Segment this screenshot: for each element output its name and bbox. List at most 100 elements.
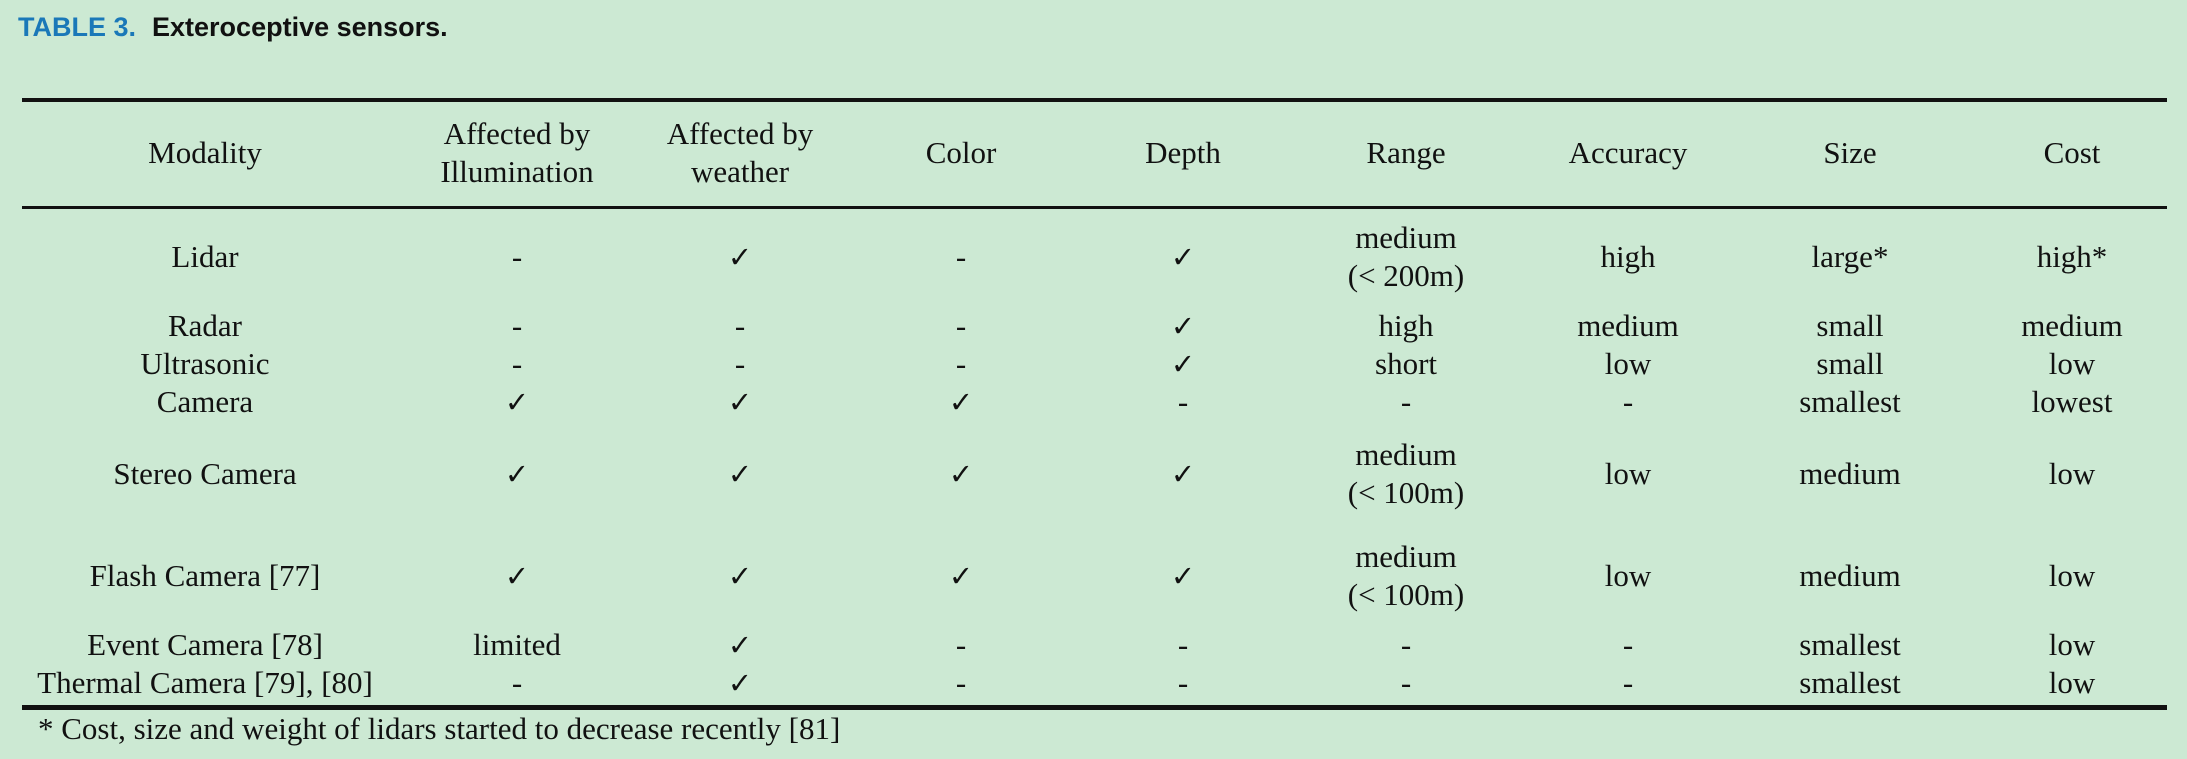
cell-range-line: (< 100m) [1347, 577, 1465, 612]
cell-illumination-line: ✓ [504, 457, 530, 491]
cell-range: medium (< 100m) [1348, 538, 1465, 614]
cell-color: - [956, 626, 966, 664]
cell-depth: ✓ [1171, 557, 1195, 595]
cell-color: - [956, 307, 966, 345]
cell-illumination-line: limited [473, 627, 561, 662]
cell-illumination: limited [473, 626, 561, 664]
cell-cost: low [2049, 626, 2096, 664]
cell-range-line: - [1400, 665, 1412, 700]
top-rule [22, 98, 2167, 102]
cell-depth: ✓ [1171, 238, 1195, 276]
header-weather-line: weather [690, 154, 790, 189]
cell-illumination: - [512, 345, 522, 383]
cell-range-line: medium [1355, 539, 1457, 574]
cell-cost: high* [2037, 238, 2108, 276]
cell-cost-line: lowest [2031, 384, 2113, 419]
cell-cost-line: high* [2036, 239, 2108, 274]
header-size: Size [1823, 134, 1876, 172]
cell-depth-line: ✓ [1170, 347, 1196, 381]
cell-modality: Event Camera [78] [87, 626, 323, 664]
cell-range-line: (< 200m) [1347, 258, 1465, 293]
cell-cost-line: low [2048, 665, 2096, 700]
header-depth-line: Depth [1145, 135, 1221, 170]
cell-weather-line: - [734, 308, 746, 343]
cell-range: - [1401, 664, 1411, 702]
cell-size: smallest [1799, 664, 1901, 702]
cell-modality: Thermal Camera [79], [80] [37, 664, 373, 702]
header-color-line: Color [925, 135, 997, 170]
bottom-rule [22, 705, 2167, 710]
cell-range-line: medium [1355, 437, 1457, 472]
table-footnote: * Cost, size and weight of lidars starte… [38, 711, 841, 746]
cell-weather: ✓ [728, 238, 752, 276]
cell-size-line: smallest [1799, 665, 1901, 700]
cell-size: smallest [1799, 626, 1901, 664]
cell-modality-line: Lidar [171, 239, 239, 274]
cell-size-line: small [1816, 308, 1884, 343]
cell-size-line: medium [1799, 456, 1901, 491]
cell-color: - [956, 664, 966, 702]
cell-modality-line: Radar [167, 308, 243, 343]
cell-illumination: ✓ [505, 557, 529, 595]
cell-depth-line: ✓ [1170, 559, 1196, 593]
cell-weather-line: ✓ [727, 385, 753, 419]
cell-depth: ✓ [1171, 345, 1195, 383]
cell-illumination-line: - [511, 308, 523, 343]
cell-range-line: medium [1355, 220, 1457, 255]
cell-cost: medium [2021, 307, 2123, 345]
cell-color: ✓ [949, 455, 973, 493]
header-depth: Depth [1145, 134, 1221, 172]
header-illumination: Affected by Illumination [440, 115, 593, 191]
cell-accuracy-line: - [1622, 384, 1634, 419]
cell-accuracy: high [1600, 238, 1655, 276]
cell-cost: low [2049, 345, 2096, 383]
cell-weather-line: ✓ [727, 240, 753, 274]
cell-color: - [956, 345, 966, 383]
cell-color-line: - [955, 308, 967, 343]
cell-size: medium [1799, 455, 1901, 493]
cell-size-line: small [1816, 346, 1884, 381]
cell-range-line: - [1400, 384, 1412, 419]
cell-color-line: ✓ [948, 385, 974, 419]
cell-weather: ✓ [728, 455, 752, 493]
cell-illumination: - [512, 664, 522, 702]
cell-weather: - [735, 345, 745, 383]
header-illumination-line: Illumination [440, 154, 594, 189]
header-color: Color [926, 134, 997, 172]
cell-accuracy: - [1623, 383, 1633, 421]
cell-accuracy-line: low [1604, 346, 1652, 381]
cell-accuracy: low [1605, 345, 1652, 383]
cell-modality: Flash Camera [77] [90, 557, 321, 595]
cell-size: small [1816, 307, 1883, 345]
cell-weather-line: ✓ [727, 559, 753, 593]
cell-cost-line: low [2048, 456, 2096, 491]
cell-weather: ✓ [728, 664, 752, 702]
cell-modality-line: Thermal Camera [79], [80] [37, 665, 373, 700]
cell-modality: Camera [157, 383, 253, 421]
header-cost: Cost [2044, 134, 2101, 172]
cell-cost: low [2049, 557, 2096, 595]
cell-accuracy-line: low [1604, 456, 1652, 491]
cell-accuracy-line: medium [1577, 308, 1679, 343]
cell-illumination: - [512, 238, 522, 276]
cell-range-line: - [1400, 627, 1412, 662]
cell-color-line: - [955, 627, 967, 662]
cell-color: ✓ [949, 383, 973, 421]
cell-illumination-line: ✓ [504, 385, 530, 419]
cell-weather: ✓ [728, 557, 752, 595]
cell-size: large* [1812, 238, 1889, 276]
header-modality-line: Modality [148, 135, 262, 170]
cell-color-line: - [955, 665, 967, 700]
cell-accuracy-line: - [1622, 627, 1634, 662]
header-weather-line: Affected by [666, 116, 814, 151]
cell-illumination-line: ✓ [504, 559, 530, 593]
cell-depth-line: ✓ [1170, 457, 1196, 491]
cell-weather: ✓ [728, 383, 752, 421]
cell-depth-line: - [1177, 665, 1189, 700]
cell-size: medium [1799, 557, 1901, 595]
cell-weather-line: ✓ [727, 628, 753, 662]
cell-range: medium (< 100m) [1348, 436, 1465, 512]
cell-cost-line: low [2048, 627, 2096, 662]
table-number: TABLE 3. [18, 12, 137, 42]
cell-cost: lowest [2032, 383, 2113, 421]
